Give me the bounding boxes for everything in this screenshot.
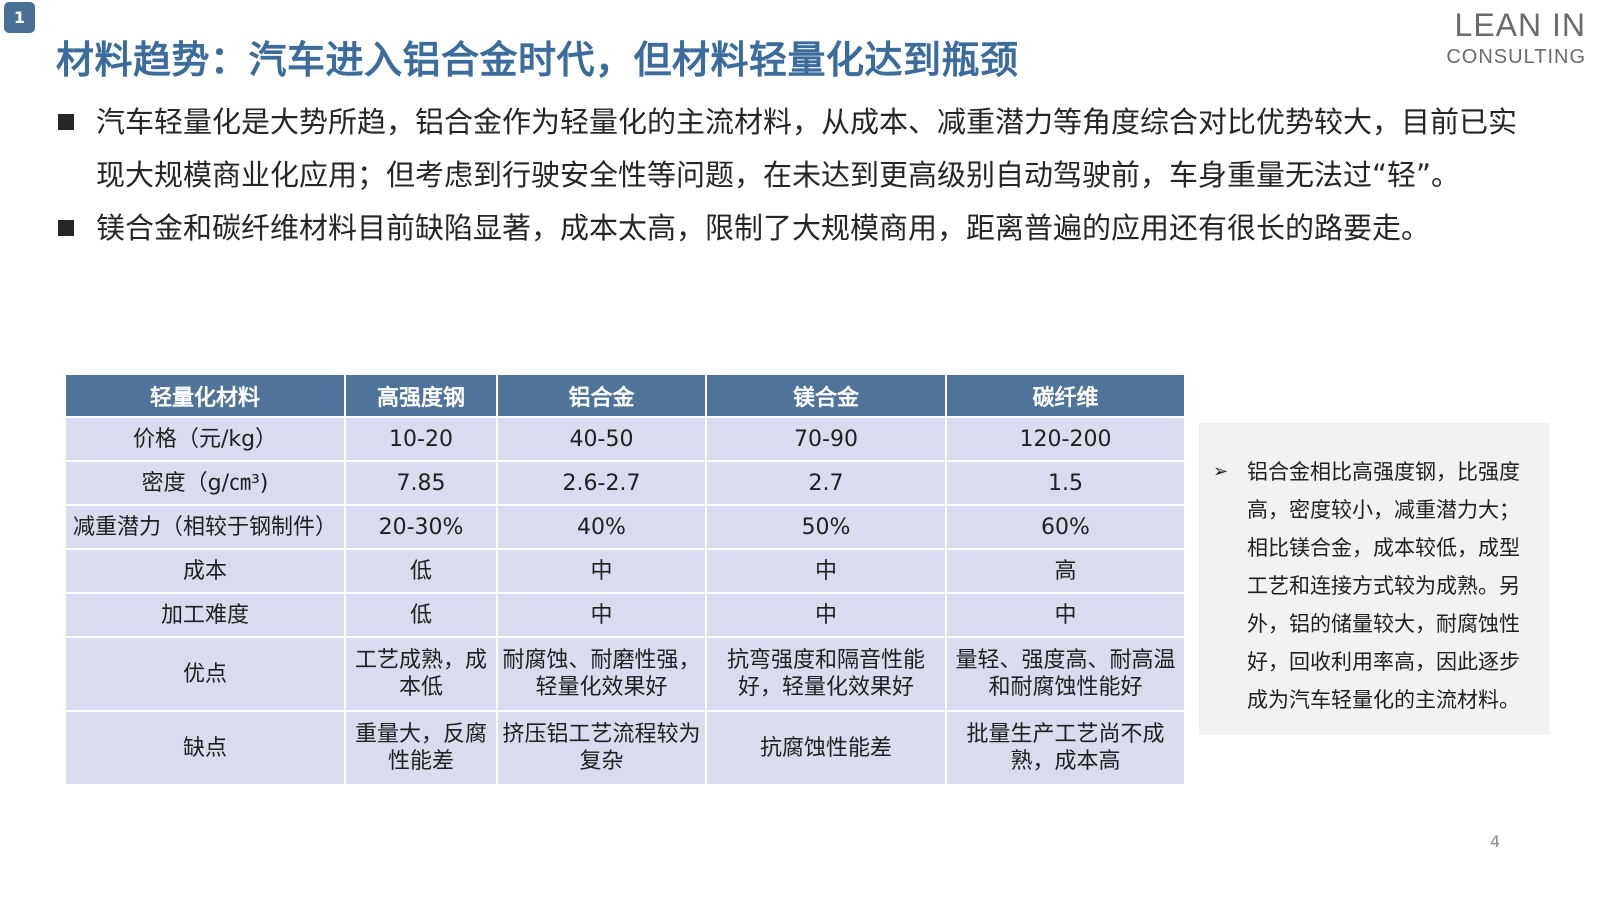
table-row: 加工难度 低 中 中 中 [66, 594, 1184, 636]
bullet-text: 汽车轻量化是大势所趋，铝合金作为轻量化的主流材料，从成本、减重潜力等角度综合对比… [96, 105, 1518, 192]
table-cell: 批量生产工艺尚不成熟，成本高 [947, 712, 1184, 784]
table-row: 优点 工艺成熟，成本低 耐腐蚀、耐磨性强，轻量化效果好 抗弯强度和隔音性能好，轻… [66, 638, 1184, 710]
page-title: 材料趋势：汽车进入铝合金时代，但材料轻量化达到瓶颈 [56, 38, 1019, 82]
row-label-cell: 加工难度 [66, 594, 344, 636]
bullet-text: 镁合金和碳纤维材料目前缺陷显著，成本太高，限制了大规模商用，距离普遍的应用还有很… [96, 211, 1431, 245]
material-comparison-table: 轻量化材料 高强度钢 铝合金 镁合金 碳纤维 价格（元/kg） 10-20 40… [64, 373, 1186, 786]
slide-number-badge: 1 [4, 2, 35, 33]
header-cell: 轻量化材料 [66, 375, 344, 416]
table-cell: 抗弯强度和隔音性能好，轻量化效果好 [707, 638, 945, 710]
table-row: 价格（元/kg） 10-20 40-50 70-90 120-200 [66, 418, 1184, 460]
table-cell: 工艺成熟，成本低 [346, 638, 496, 710]
table-cell: 低 [346, 550, 496, 592]
table-cell: 7.85 [346, 462, 496, 504]
row-label-cell: 价格（元/kg） [66, 418, 344, 460]
row-label-cell: 成本 [66, 550, 344, 592]
summary-note-text: 铝合金相比高强度钢，比强度高，密度较小，减重潜力大；相比镁合金，成本较低，成型工… [1247, 460, 1520, 712]
table-cell: 40% [498, 506, 705, 548]
table-cell: 中 [707, 550, 945, 592]
row-label-cell: 缺点 [66, 712, 344, 784]
arrow-bullet-icon: ➢ [1213, 461, 1229, 482]
table-cell: 50% [707, 506, 945, 548]
table-cell: 中 [498, 594, 705, 636]
table-cell: 40-50 [498, 418, 705, 460]
square-bullet-icon [58, 114, 74, 130]
table-cell: 重量大，反腐性能差 [346, 712, 496, 784]
table-cell: 中 [707, 594, 945, 636]
table-cell: 2.6-2.7 [498, 462, 705, 504]
table-cell: 中 [947, 594, 1184, 636]
row-label-cell: 密度（g/㎝³) [66, 462, 344, 504]
table-row: 密度（g/㎝³) 7.85 2.6-2.7 2.7 1.5 [66, 462, 1184, 504]
table-cell: 60% [947, 506, 1184, 548]
row-label-cell: 优点 [66, 638, 344, 710]
row-label-cell: 减重潜力（相较于钢制件） [66, 506, 344, 548]
company-logo: LEAN IN CONSULTING [1446, 9, 1586, 67]
table-row: 缺点 重量大，反腐性能差 挤压铝工艺流程较为复杂 抗腐蚀性能差 批量生产工艺尚不… [66, 712, 1184, 784]
table-cell: 2.7 [707, 462, 945, 504]
table-cell: 耐腐蚀、耐磨性强，轻量化效果好 [498, 638, 705, 710]
bullet-item: 镁合金和碳纤维材料目前缺陷显著，成本太高，限制了大规模商用，距离普遍的应用还有很… [58, 202, 1538, 255]
logo-line1: LEAN IN [1454, 7, 1586, 43]
bullet-list: 汽车轻量化是大势所趋，铝合金作为轻量化的主流材料，从成本、减重潜力等角度综合对比… [58, 96, 1538, 255]
table-cell: 20-30% [346, 506, 496, 548]
bullet-item: 汽车轻量化是大势所趋，铝合金作为轻量化的主流材料，从成本、减重潜力等角度综合对比… [58, 96, 1538, 202]
table-cell: 抗腐蚀性能差 [707, 712, 945, 784]
page-number: 4 [1490, 832, 1501, 851]
table-cell: 120-200 [947, 418, 1184, 460]
table-cell: 10-20 [346, 418, 496, 460]
header-cell: 镁合金 [707, 375, 945, 416]
table-cell: 挤压铝工艺流程较为复杂 [498, 712, 705, 784]
header-cell: 碳纤维 [947, 375, 1184, 416]
table-header-row: 轻量化材料 高强度钢 铝合金 镁合金 碳纤维 [66, 375, 1184, 416]
logo-line2: CONSULTING [1446, 46, 1586, 68]
table-cell: 低 [346, 594, 496, 636]
table-row: 成本 低 中 中 高 [66, 550, 1184, 592]
square-bullet-icon [58, 220, 74, 236]
table-row: 减重潜力（相较于钢制件） 20-30% 40% 50% 60% [66, 506, 1184, 548]
summary-note-box: ➢ 铝合金相比高强度钢，比强度高，密度较小，减重潜力大；相比镁合金，成本较低，成… [1199, 423, 1549, 735]
table-cell: 70-90 [707, 418, 945, 460]
table-cell: 中 [498, 550, 705, 592]
header-cell: 铝合金 [498, 375, 705, 416]
table-cell: 高 [947, 550, 1184, 592]
table-cell: 1.5 [947, 462, 1184, 504]
header-cell: 高强度钢 [346, 375, 496, 416]
table-cell: 量轻、强度高、耐高温和耐腐蚀性能好 [947, 638, 1184, 710]
